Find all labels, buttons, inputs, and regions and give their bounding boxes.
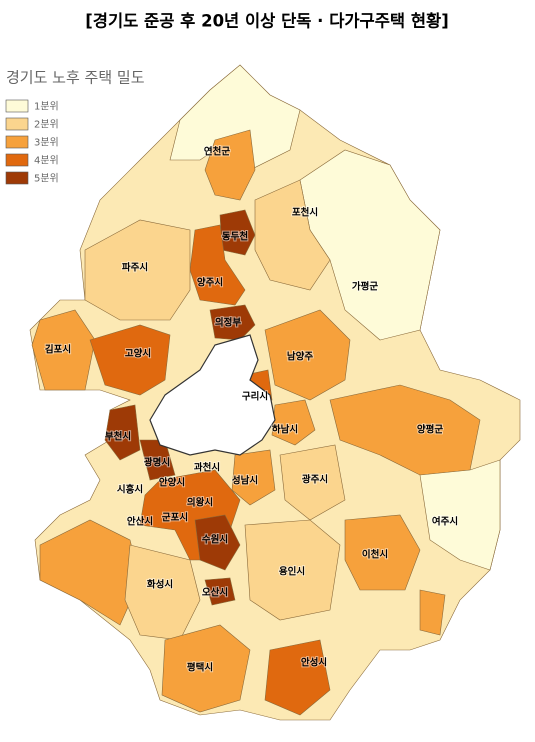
region-label: 군포시 — [162, 513, 188, 524]
legend-label: 4분위 — [34, 154, 59, 167]
legend-swatch — [5, 99, 29, 113]
region-label: 성남시 — [232, 475, 258, 487]
region-label: 가평군 — [352, 281, 378, 293]
region-label: 부천시 — [105, 431, 131, 443]
region-label: 포천시 — [292, 208, 318, 219]
region — [264, 309, 351, 401]
region — [194, 514, 241, 571]
region-label: 의정부 — [215, 317, 241, 329]
region-label: 양주시 — [197, 277, 223, 289]
region-label: 구리시 — [242, 391, 268, 403]
region — [254, 179, 331, 291]
region-label: 동두천 — [222, 232, 248, 243]
region-label: 파주시 — [122, 262, 148, 274]
region-label: 평택시 — [187, 662, 213, 674]
region-label: 여주시 — [432, 516, 458, 528]
map-title: 경기도 노후 주택 밀도 — [6, 69, 145, 87]
region — [419, 459, 501, 571]
region-label: 고양시 — [125, 348, 151, 360]
seoul — [149, 334, 276, 456]
region — [209, 304, 256, 341]
legend-label: 2분위 — [34, 118, 59, 131]
region-label: 안성시 — [301, 657, 327, 669]
region — [31, 309, 96, 391]
region-label: 오산시 — [202, 587, 228, 599]
region-label: 안양시 — [159, 477, 185, 489]
region — [104, 404, 141, 461]
region-label: 과천시 — [194, 462, 220, 474]
region-label: 의왕시 — [187, 497, 213, 509]
region-label: 남양주 — [287, 351, 313, 363]
region — [279, 444, 346, 521]
region — [204, 577, 236, 606]
legend-label: 5분위 — [34, 172, 59, 185]
region — [139, 439, 176, 481]
region — [344, 514, 421, 591]
legend: 1분위 2분위 3분위 4분위 5분위 — [5, 99, 59, 185]
region — [161, 624, 251, 713]
region-label: 광명시 — [144, 457, 170, 469]
region — [189, 224, 246, 306]
region-label: 안산시 — [127, 516, 153, 528]
legend-label: 3분위 — [34, 136, 59, 149]
region-label: 양평군 — [417, 424, 443, 436]
region-label: 시흥시 — [117, 484, 143, 496]
region — [231, 449, 276, 506]
region — [419, 589, 446, 636]
legend-swatch — [5, 135, 29, 149]
region-label: 용인시 — [279, 567, 305, 578]
region — [204, 129, 256, 201]
legend-label: 1분위 — [34, 100, 59, 113]
province — [29, 64, 521, 721]
region-label: 김포시 — [45, 344, 71, 356]
region-label: 이천시 — [362, 549, 388, 561]
region-label: 수원시 — [202, 534, 228, 546]
region-label: 광주시 — [302, 474, 328, 486]
region — [89, 324, 171, 396]
legend-swatch — [5, 171, 29, 185]
region-label: 화성시 — [147, 579, 173, 591]
map — [29, 64, 521, 721]
region — [271, 399, 316, 446]
region — [84, 219, 191, 321]
region — [264, 639, 331, 716]
region — [169, 64, 301, 171]
region-label: 연천군 — [204, 147, 230, 158]
region-label: 하남시 — [272, 424, 298, 436]
legend-swatch — [5, 153, 29, 167]
region — [244, 519, 341, 621]
page-title: [경기도 준공 후 20년 이상 단독 · 다가구주택 현황] — [85, 11, 449, 31]
legend-swatch — [5, 117, 29, 131]
